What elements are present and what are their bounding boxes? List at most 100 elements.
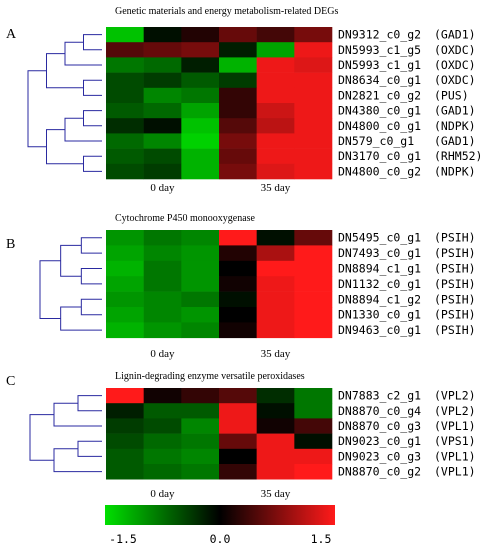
heatmap-cell [143, 322, 182, 339]
heatmap-cell [256, 418, 295, 434]
heatmap-cell [143, 72, 182, 89]
row-annotation-label: (PSIH) [434, 231, 476, 245]
heatmap-cell [181, 260, 220, 277]
heatmap-cell [106, 148, 144, 165]
heatmap-cell [294, 322, 333, 339]
heatmap-cell [106, 230, 144, 246]
heatmap-cell [219, 57, 257, 73]
color-scale-tick-label: 0.0 [210, 532, 231, 546]
heatmap-cell [106, 245, 144, 262]
row-gene-label: DN4800_c0_g2 [338, 164, 421, 178]
heatmap-cell [294, 260, 333, 277]
row-gene-label: DN8894_c1_g2 [338, 292, 421, 306]
heatmap-cell [256, 230, 295, 246]
heatmap-cell [106, 42, 144, 58]
heatmap-cell [181, 291, 220, 308]
heatmap-cell [256, 388, 295, 404]
heatmap-cell [256, 87, 295, 104]
heatmap-cell [219, 464, 257, 480]
row-gene-label: DN8634_c0_g1 [338, 73, 421, 87]
heatmap-cell [143, 163, 182, 180]
heatmap-cell [256, 148, 295, 165]
heatmap-cell [256, 118, 295, 134]
heatmap-cell [143, 260, 182, 277]
heatmap-cell [256, 448, 295, 465]
heatmap-cell [256, 260, 295, 277]
heatmap-cell [181, 307, 220, 323]
heatmap-cell [181, 72, 220, 89]
heatmap-cell [106, 388, 144, 404]
heatmap-cell [256, 464, 295, 480]
heatmap-cell [219, 433, 257, 450]
heatmap-cell [256, 27, 295, 43]
heatmap-cell [143, 388, 182, 404]
row-annotation-label: (PSIH) [434, 323, 476, 337]
heatmap-cell [219, 230, 257, 246]
heatmap-cell [181, 418, 220, 434]
heatmap-cell [181, 245, 220, 262]
row-annotation-label: (VPL1) [434, 449, 476, 463]
heatmap-cell [294, 403, 333, 419]
dendrogram-branch [83, 79, 102, 96]
row-annotation-label: (NDPK) [434, 119, 476, 133]
heatmap-cell [219, 245, 257, 262]
heatmap-cell [256, 57, 295, 73]
dendrogram-branch [39, 260, 61, 320]
row-annotation-label: (PUS) [434, 88, 469, 102]
heatmap-cell [294, 133, 333, 149]
row-annotation-label: (PSIH) [434, 246, 476, 260]
heatmap-cell [294, 388, 333, 404]
row-annotation-label: (OXDC) [434, 73, 476, 87]
heatmap-cell [143, 133, 182, 149]
heatmap-cell [256, 163, 295, 180]
heatmap-cell [294, 418, 333, 434]
row-gene-label: DN4380_c0_g1 [338, 104, 421, 118]
dendrogram-branch [83, 34, 102, 51]
column-group-label: 0 day [150, 488, 175, 500]
heatmap-cell [256, 103, 295, 119]
row-gene-label: DN9023_c0_g3 [338, 449, 421, 463]
heatmap-cell [106, 103, 144, 119]
heatmap-cell [294, 27, 333, 43]
dendrogram-a [27, 34, 102, 172]
row-gene-label: DN9023_c0_g1 [338, 434, 421, 448]
dendrogram-branch [77, 440, 102, 457]
heatmap-cell [181, 322, 220, 339]
heatmap-cell [256, 245, 295, 262]
heatmap-cell [219, 260, 257, 277]
heatmap-cell [256, 433, 295, 450]
heatmap-cell [106, 72, 144, 89]
row-gene-label: DN8894_c1_g1 [338, 262, 421, 276]
row-annotation-label: (GAD1) [434, 28, 476, 42]
row-annotation-label: (VPL2) [434, 404, 476, 418]
heatmap-cell [106, 433, 144, 450]
column-group-label: 35 day [261, 488, 291, 500]
heatmap-cell [181, 448, 220, 465]
heatmap-cell [106, 307, 144, 323]
heatmap-cell [219, 388, 257, 404]
heatmap-cell [181, 42, 220, 58]
heatmap-cell [256, 322, 295, 339]
heatmap-cell [143, 57, 182, 73]
heatmap-cell [294, 307, 333, 323]
panel-letter: B [6, 237, 15, 252]
heatmap-cell [219, 276, 257, 292]
heatmap-cell [294, 448, 333, 465]
heatmap-cell [219, 72, 257, 89]
heatmap-cell [143, 433, 182, 450]
color-scale-tick-label: -1.5 [109, 532, 137, 546]
heatmap-cell [143, 291, 182, 308]
heatmap-cell [219, 27, 257, 43]
dendrogram-branch [29, 414, 54, 461]
heatmap-cell [106, 57, 144, 73]
heatmap-cell [143, 245, 182, 262]
row-annotation-label: (PSIH) [434, 277, 476, 291]
dendrogram-c [29, 395, 102, 473]
heatmap-cell [294, 42, 333, 58]
heatmap-cell [219, 118, 257, 134]
row-gene-label: DN9312_c0_g2 [338, 28, 421, 42]
dendrogram-branch [83, 110, 102, 127]
column-group-label: 0 day [150, 348, 175, 360]
heatmap-cell [143, 464, 182, 480]
